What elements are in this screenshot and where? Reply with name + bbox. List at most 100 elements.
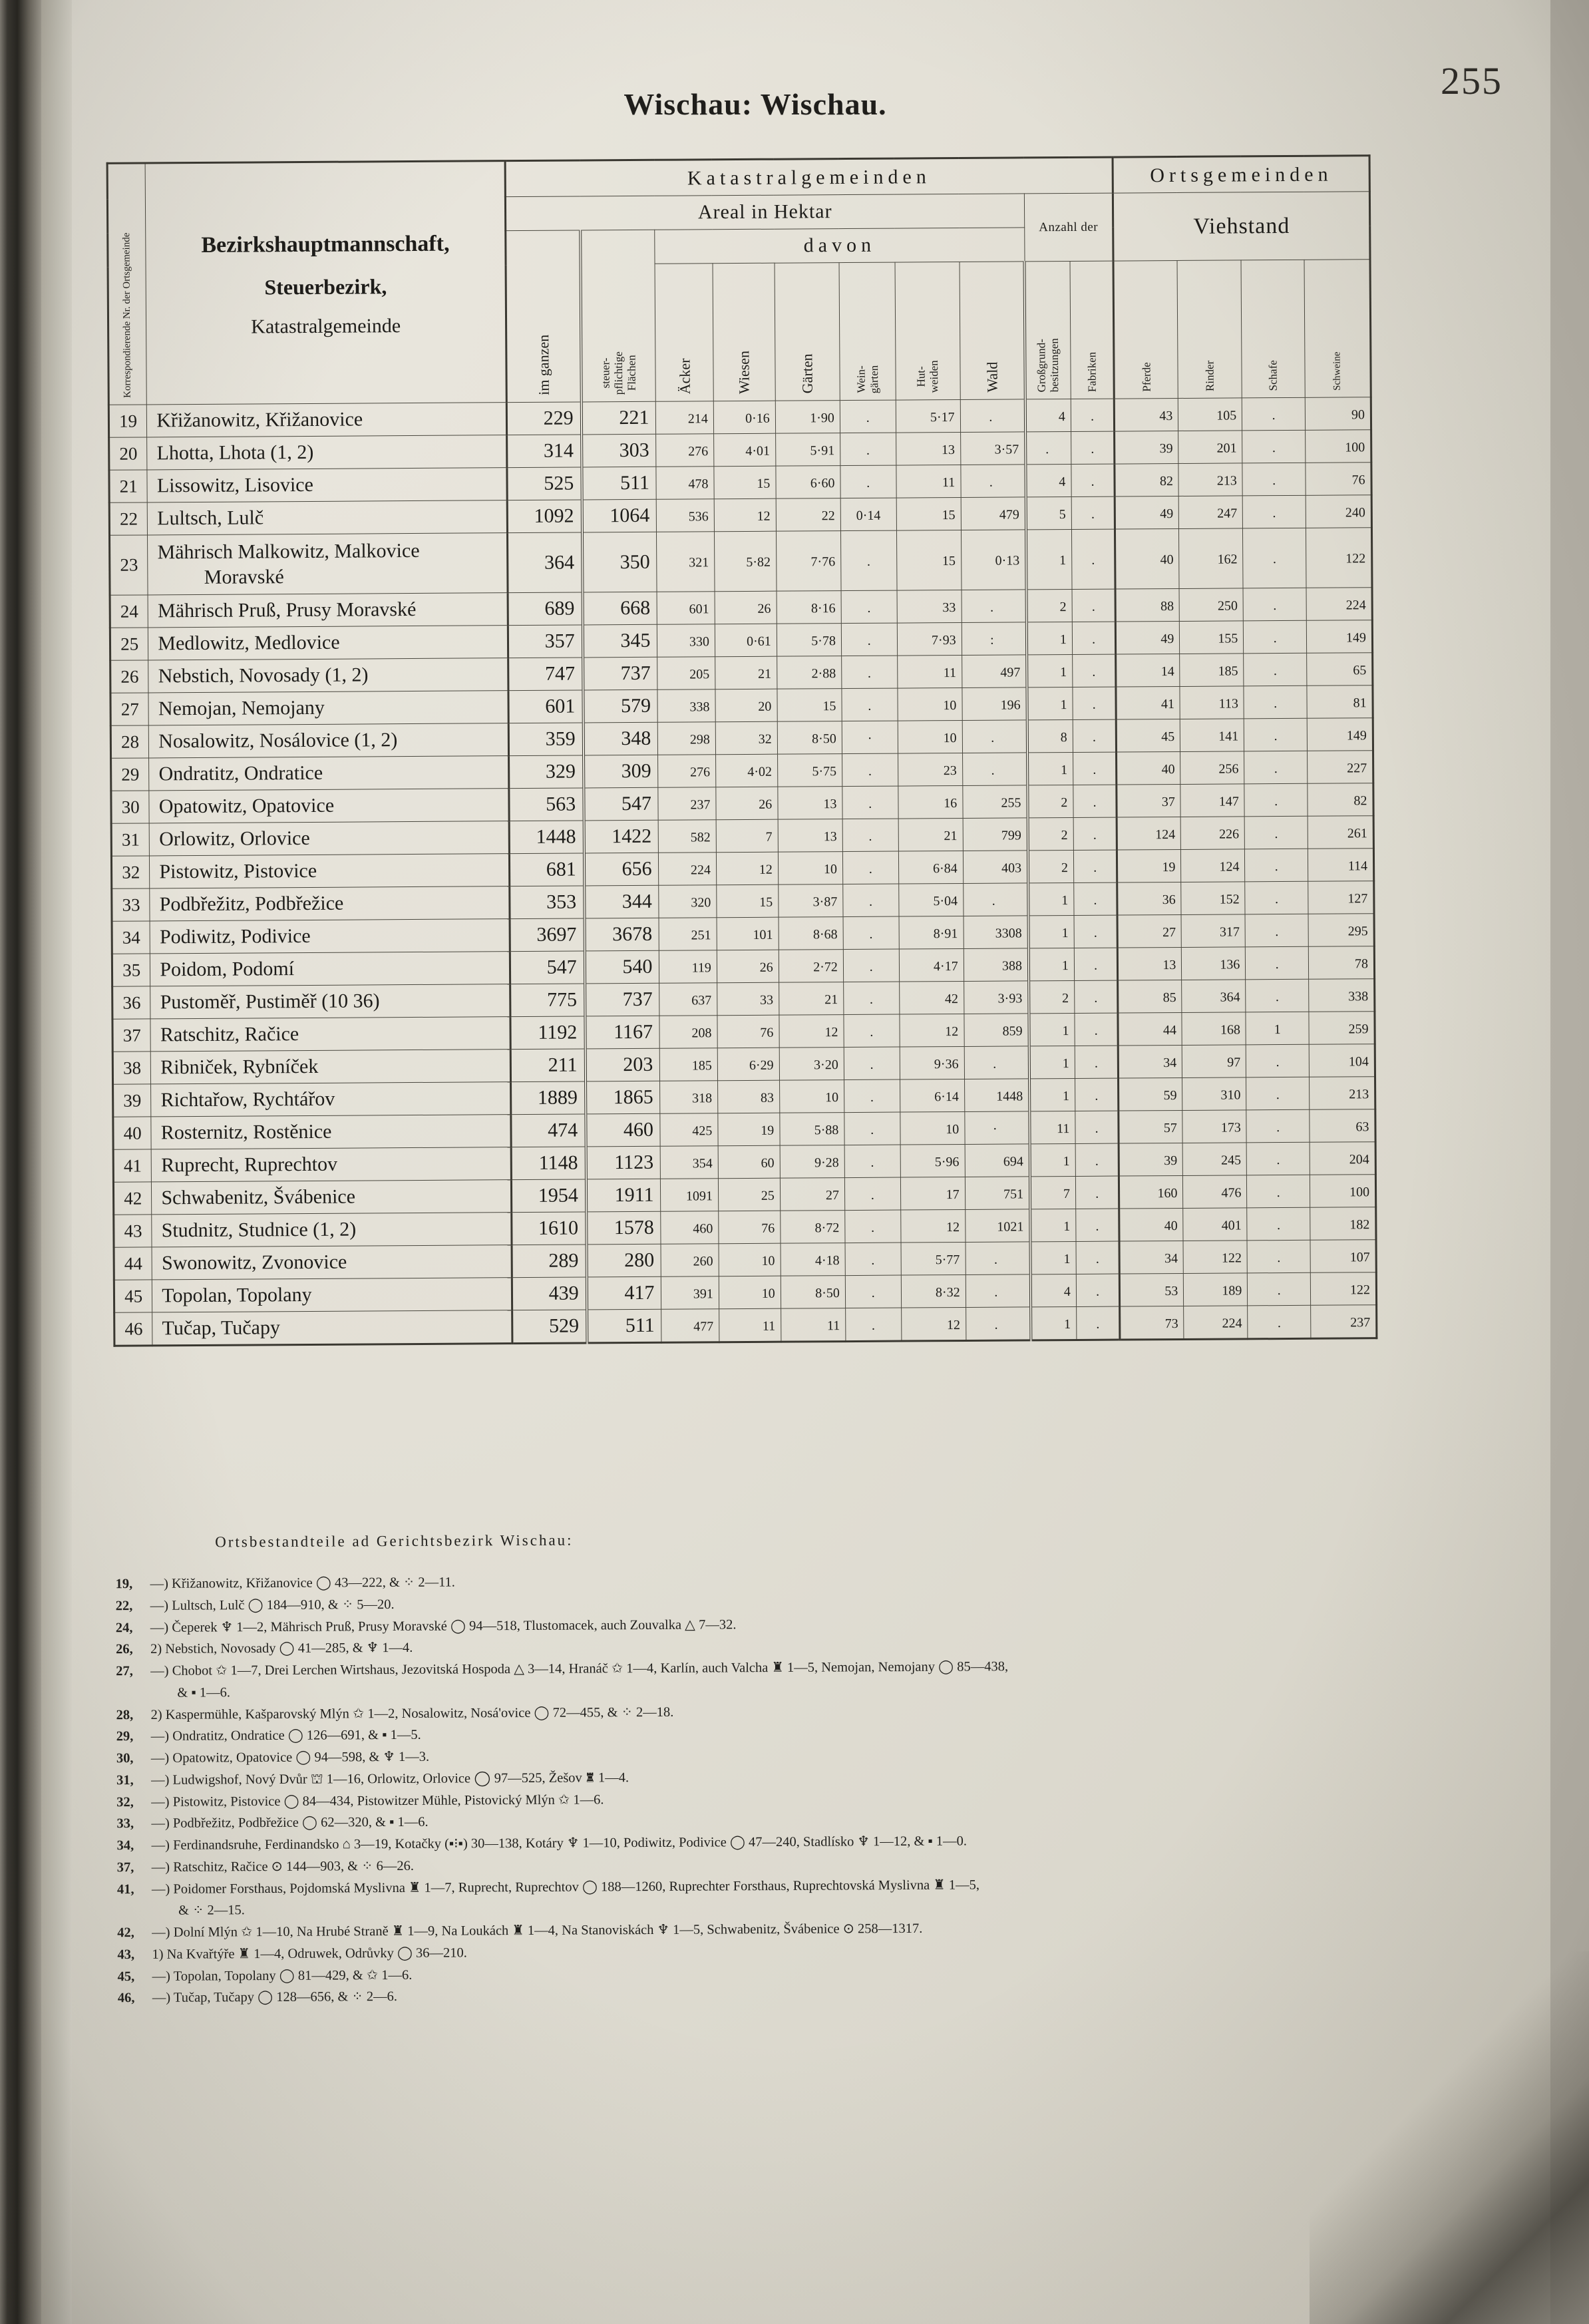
cell-no: 45 — [114, 1279, 152, 1313]
cell-hut: 11 — [896, 465, 961, 498]
footnote-sub: —) — [151, 1838, 174, 1853]
footnote-sub: 1) — [152, 1947, 167, 1962]
cell-pferde: 73 — [1119, 1306, 1184, 1340]
cell-wiesen: 10 — [719, 1276, 781, 1309]
cell-acker: 536 — [656, 498, 715, 532]
header-pferde-label: Pferde — [1140, 361, 1153, 392]
cell-wein: . — [840, 465, 896, 498]
cell-fab: . — [1074, 948, 1118, 981]
footnote-index: 41, — [116, 1881, 134, 1897]
cell-schweine: 100 — [1305, 429, 1371, 463]
cell-acker: 478 — [656, 466, 715, 500]
cell-wiesen: 15 — [713, 466, 776, 499]
cell-hut: 12 — [899, 1014, 964, 1048]
cell-acker: 391 — [661, 1276, 719, 1310]
cell-acker: 477 — [661, 1308, 719, 1343]
cell-gross: 2 — [1026, 589, 1073, 622]
cell-schweine: 107 — [1310, 1239, 1377, 1273]
cell-hut: 23 — [898, 753, 963, 787]
cell-hut: 11 — [897, 655, 962, 689]
cell-hut: 9·36 — [899, 1046, 965, 1080]
cell-acker: 208 — [659, 1015, 718, 1049]
footnote-text: Ratschitz, Račice ⊙ 144—903, & ⁘ 6—26. — [173, 1858, 415, 1875]
cell-wiesen: 26 — [715, 787, 778, 820]
cell-gross: 1 — [1029, 1143, 1076, 1177]
header-korrespondierende-nr: Korrespondierende Nr. der Ortsgemeinde — [107, 162, 147, 405]
cell-rinder: 476 — [1182, 1175, 1248, 1209]
cell-gaerten: 5·88 — [779, 1112, 845, 1146]
cell-wein: . — [841, 656, 898, 689]
cell-wiesen: 76 — [717, 1015, 779, 1048]
cell-pferde: 13 — [1117, 947, 1182, 981]
footnote-index: 27, — [116, 1664, 133, 1679]
cell-schweine: 114 — [1308, 848, 1374, 882]
cell-steu: 309 — [583, 755, 659, 788]
cell-wiesen: 0·16 — [713, 401, 776, 434]
cell-wein: . — [840, 590, 897, 624]
cell-hut: 15 — [896, 497, 962, 531]
cell-ganz: 681 — [509, 853, 584, 886]
cell-fab: . — [1073, 785, 1117, 818]
cell-schweine: 227 — [1307, 750, 1373, 784]
cell-gross: 1 — [1029, 1078, 1075, 1111]
cell-hut: 7·93 — [896, 622, 962, 656]
cell-gaerten: 13 — [777, 786, 843, 820]
cell-gaerten: 5·78 — [777, 623, 842, 657]
cell-pferde: 27 — [1117, 914, 1182, 948]
cell-gross: 7 — [1029, 1176, 1076, 1209]
cell-wiesen: 12 — [716, 852, 779, 885]
header-bezirkshauptmannschaft: Bezirkshauptmannschaft, Steuerbezirk, Ka… — [145, 160, 507, 405]
book-gutter-shadow — [0, 0, 41, 2324]
cell-rinder: 401 — [1183, 1207, 1248, 1241]
cell-schafe: . — [1244, 751, 1308, 784]
cell-schweine: 78 — [1308, 946, 1375, 980]
cell-rinder: 141 — [1180, 718, 1244, 752]
header-group-katastralgemeinden: Katastralgemeinden — [504, 157, 1113, 197]
cell-ganz: 353 — [509, 885, 585, 919]
cell-fab: . — [1074, 1013, 1119, 1046]
cell-pferde: 49 — [1115, 496, 1179, 530]
cell-pferde: 160 — [1119, 1175, 1184, 1209]
footnote-text: Ondratitz, Ondratice ◯ 126—691, & ▪ 1—5. — [172, 1728, 421, 1744]
cell-ganz: 747 — [508, 657, 584, 691]
cell-ganz: 289 — [511, 1244, 587, 1278]
cell-gross: 2 — [1029, 980, 1075, 1014]
cell-steu: 1064 — [582, 499, 657, 532]
cell-acker: 251 — [659, 917, 717, 951]
cell-rinder: 250 — [1179, 588, 1244, 622]
cell-gross: 2 — [1027, 785, 1073, 818]
cell-fab: . — [1073, 882, 1118, 916]
cell-no: 43 — [113, 1214, 152, 1248]
footnotes-block: Ortsbestandteile ad Gerichtsbezirk Wisch… — [115, 1527, 1442, 2010]
header-wiesen: Wiesen — [712, 263, 776, 401]
cell-rinder: 247 — [1178, 495, 1243, 529]
cell-schafe: . — [1245, 881, 1309, 914]
cell-fab: . — [1073, 817, 1117, 851]
cell-gaerten: 10 — [778, 851, 843, 885]
cell-ganz: 1092 — [507, 499, 582, 533]
cell-gross: 5 — [1025, 496, 1072, 530]
cell-wein: . — [840, 400, 896, 433]
header-schafe-label: Schafe — [1266, 359, 1280, 391]
cell-wald: 196 — [962, 687, 1027, 721]
cell-wald: · — [964, 1111, 1030, 1145]
cell-wald: 479 — [960, 496, 1026, 530]
cell-gaerten: 8·50 — [777, 721, 842, 755]
cell-rinder: 113 — [1180, 685, 1244, 719]
cell-wein: . — [842, 753, 898, 787]
cell-ganz: 329 — [508, 755, 584, 789]
cell-acker: 460 — [661, 1211, 719, 1245]
cell-steu: 1865 — [585, 1081, 661, 1114]
cell-schafe: . — [1247, 1305, 1311, 1339]
page-paper — [40, 0, 1550, 2324]
cell-gaerten: 9·28 — [779, 1145, 845, 1179]
cell-wald: 3·57 — [960, 431, 1026, 465]
header-areal-in-hektar: Areal in Hektar — [505, 193, 1025, 231]
cell-name: Ribniček, Rybníček — [150, 1049, 511, 1084]
cell-gaerten: 6·60 — [775, 465, 841, 499]
footnote-sub: —) — [152, 1925, 174, 1940]
cell-ganz: 1448 — [509, 820, 584, 854]
cell-schafe: . — [1246, 1142, 1310, 1175]
cell-fab: . — [1075, 1046, 1119, 1079]
cell-no: 42 — [113, 1181, 152, 1215]
